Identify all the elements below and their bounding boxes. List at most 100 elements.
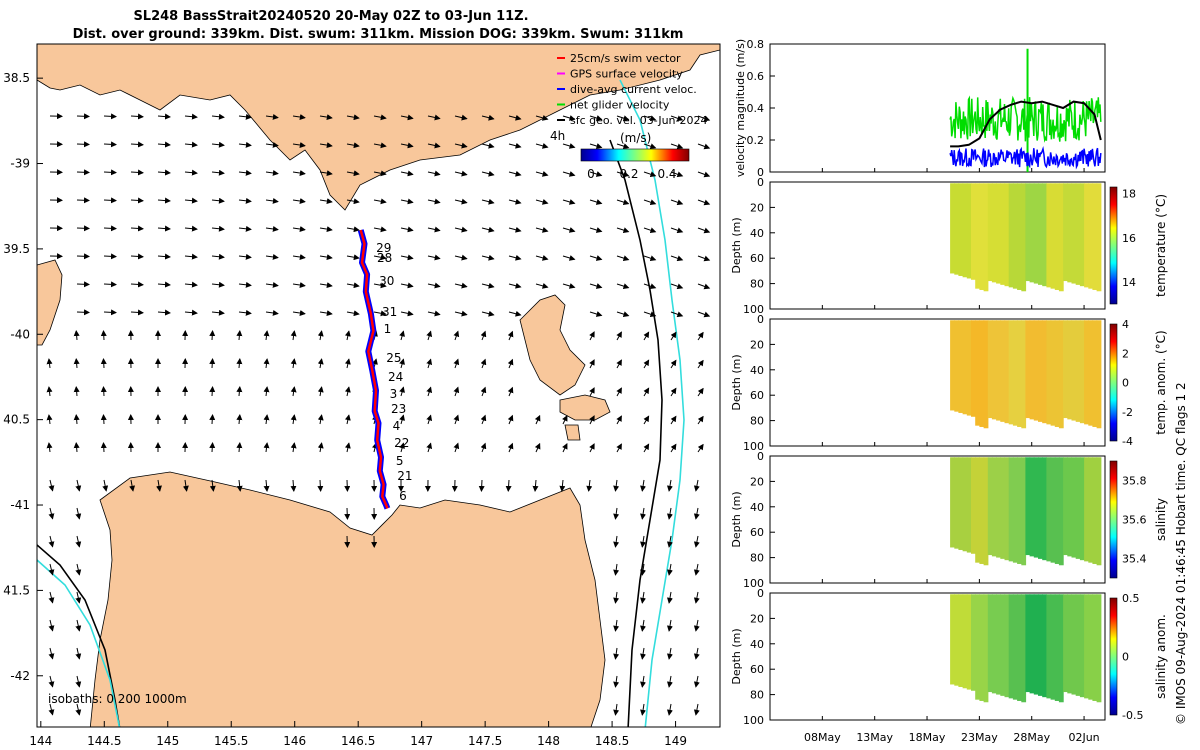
velocity-arrow [209, 479, 216, 492]
track-day-label: 31 [382, 305, 397, 319]
heatmap-column [1092, 183, 1098, 290]
heatmap-column [1046, 594, 1052, 699]
legend-label: dive-avg current veloc. [570, 83, 697, 96]
velocity-arrow [427, 198, 441, 205]
colorbar-tick-label: -4 [1122, 435, 1133, 448]
heatmap-column [1042, 183, 1047, 287]
velocity-arrow [373, 170, 387, 177]
velocity-arrow [157, 253, 171, 260]
velocity-arrow [211, 253, 225, 260]
velocity-arrow [103, 197, 117, 204]
heatmap-column [1084, 457, 1089, 562]
title-line-1: SL248 BassStrait20240520 20-May 02Z to 0… [133, 9, 528, 24]
velocity-arrow [238, 141, 252, 148]
velocity-arrow [697, 443, 704, 453]
heatmap-column [1000, 183, 1006, 285]
velocity-arrow [103, 281, 117, 288]
velocity-arrow [290, 479, 297, 492]
velocity-arrow [238, 113, 252, 120]
heatmap-column [958, 320, 964, 413]
map-y-tick-label: -39 [10, 157, 30, 171]
velocity-arrow [640, 563, 647, 576]
velocity-arrow [184, 225, 198, 232]
heatmap-column [1075, 320, 1081, 422]
heatmap-column [979, 320, 985, 427]
velocity-arrow [643, 443, 650, 453]
time-tick-label: 02Jun [1068, 731, 1099, 744]
velocity-arrow [48, 507, 55, 520]
time-axis: 08May 13May 18May 23May 28May 02Jun [804, 168, 1100, 744]
heatmap-column [987, 183, 993, 282]
track-day-label: 1 [384, 322, 392, 336]
king-island [37, 259, 63, 346]
depth-tick-label: 100 [743, 714, 764, 727]
heatmap-axes [769, 318, 1106, 447]
velocity-arrow [697, 415, 704, 425]
tasmania-land [89, 471, 606, 727]
heatmap-column [950, 183, 955, 274]
velocity-arrow [317, 414, 324, 425]
legend-label: net glider velocity [570, 99, 670, 112]
velocity-arrow [238, 309, 252, 316]
velocity-arrow [616, 255, 630, 261]
heatmap-column [1050, 183, 1056, 289]
velocity-arrow [236, 442, 243, 453]
velocity-arrow [454, 254, 468, 261]
velocity-arrow [184, 281, 198, 288]
velocity-arrow [693, 647, 700, 660]
colorbar-tick-label: 35.8 [1122, 475, 1147, 488]
heatmap-column [979, 457, 985, 564]
velocity-arrow [209, 358, 216, 369]
velocity-arrow [697, 331, 704, 341]
velocity-arrow [562, 227, 576, 233]
heatmap-column [1046, 183, 1052, 288]
heatmap-column [1063, 320, 1068, 419]
isobaths-label: isobaths: 0 200 1000m [48, 692, 187, 706]
velocity-arrow [693, 675, 700, 688]
velocity-arrow [613, 535, 620, 548]
velocity-arrow [344, 442, 351, 453]
velocity-arrow [453, 442, 460, 453]
heatmap-column [1079, 457, 1085, 561]
velocity-arrow [75, 647, 82, 660]
heatmap-column [1012, 183, 1018, 289]
heatmap-column [991, 457, 997, 557]
velocity-arrow [670, 227, 684, 234]
velocity-arrow [373, 282, 387, 289]
heatmap-column [996, 320, 1001, 421]
series-dive-avg-current [949, 145, 1102, 170]
velocity-arrow [454, 142, 468, 149]
heatmap-column [1029, 457, 1035, 557]
heatmap-column [1042, 320, 1047, 424]
heatmap-column [1021, 457, 1027, 566]
velocity-arrow [535, 254, 549, 261]
heatmap-column [1054, 457, 1060, 564]
velocity-arrow [184, 197, 198, 204]
heatmap-column [1050, 320, 1056, 426]
legend-extra-4h: 4h [550, 129, 565, 143]
heatmap-column [987, 594, 993, 693]
heatmap-column [1029, 594, 1035, 694]
velocity-arrow [693, 591, 700, 604]
velocity-arrow [640, 591, 647, 604]
velocity-arrow [211, 225, 225, 232]
heatmap-column [1025, 320, 1031, 419]
heatmap-column [1042, 594, 1047, 698]
heatmap-column [979, 183, 985, 290]
velocity-arrow [426, 386, 433, 397]
velocity-arrow [454, 226, 468, 233]
map-y-tick-label: 41.5 [3, 583, 30, 597]
colorbar-tick-label: 35.4 [1122, 553, 1147, 566]
velocity-arrow [562, 443, 568, 453]
velocity-arrow [481, 142, 495, 149]
isobath-200m [609, 139, 663, 727]
velocity-arrow [508, 254, 522, 261]
heatmap-column [1071, 594, 1077, 695]
heatmap-column [1088, 320, 1094, 426]
depth-tick-label: 40 [750, 364, 764, 377]
velocity-arrow [481, 282, 495, 289]
colorbar-label: temp. anom. (°C) [1154, 330, 1168, 434]
velocity-arrow [616, 311, 630, 317]
velocity-arrow [454, 114, 468, 121]
map-x-tick-label: 146 [283, 734, 306, 748]
